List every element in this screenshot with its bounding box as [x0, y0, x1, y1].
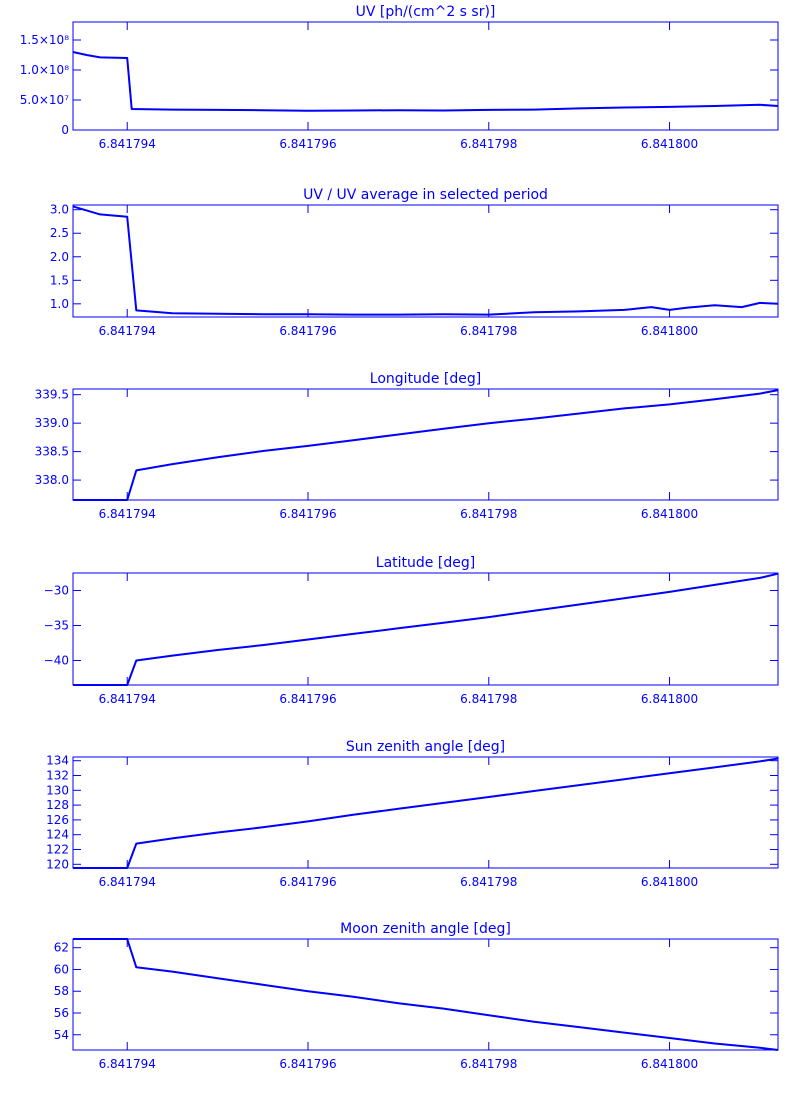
series-line	[72, 51, 779, 112]
y-tick-label: 54	[54, 1028, 69, 1042]
y-tick-label: 126	[46, 813, 69, 827]
x-tick-label: 6.841798	[460, 137, 517, 151]
y-tick-label: 62	[54, 941, 69, 955]
x-tick-label: 6.841796	[279, 507, 336, 521]
chart-title: UV [ph/(cm^2 s sr)]	[356, 4, 496, 20]
x-tick-label: 6.841794	[99, 324, 156, 338]
x-tick-label: 6.841794	[99, 137, 156, 151]
series-line	[73, 938, 779, 1051]
y-tick-label: 132	[46, 769, 69, 783]
y-tick-label: −30	[44, 584, 69, 598]
chart-panel-5: Sun zenith angle [deg] 6.841794 6.841796 6.…	[46, 739, 779, 889]
chart-panel-1: UV [ph/(cm^2 s sr)] 6.841794 6.841796 6.841…	[20, 4, 779, 151]
x-tick-label: 6.841800	[641, 137, 698, 151]
plot-frame	[72, 756, 779, 869]
chart-title: Moon zenith angle [deg]	[340, 921, 511, 937]
chart-panels: UV [ph/(cm^2 s sr)] 6.841794 6.841796 6.841…	[20, 4, 779, 1071]
chart-title: Latitude [deg]	[376, 555, 475, 571]
x-tick-label: 6.841796	[279, 137, 336, 151]
x-tick-label: 6.841794	[99, 1057, 156, 1071]
x-tick-label: 6.841794	[99, 875, 156, 889]
y-tick-label: 120	[46, 857, 69, 871]
y-tick-label: 1.0×10⁸	[20, 63, 69, 77]
plot-frame	[72, 21, 779, 131]
y-tick-label: 338.0	[35, 473, 69, 487]
x-tick-label: 6.841798	[460, 324, 517, 338]
y-tick-label: 2.5	[50, 226, 69, 240]
y-tick-label: 338.5	[35, 445, 69, 459]
x-tick-label: 6.841800	[641, 1057, 698, 1071]
x-tick-label: 6.841800	[641, 324, 698, 338]
y-tick-label: 339.5	[35, 388, 69, 402]
y-tick-label: −35	[44, 619, 69, 633]
y-tick-label: −40	[44, 654, 69, 668]
y-tick-label: 339.0	[35, 416, 69, 430]
chart-panel-3: Longitude [deg] 6.841794 6.841796 6.841798 6…	[35, 371, 779, 521]
x-tick-label: 6.841800	[641, 692, 698, 706]
plot-frame	[72, 938, 779, 1051]
chart-title: UV / UV average in selected period	[303, 187, 548, 203]
y-tick-label: 0	[61, 123, 69, 137]
chart-panel-6: Moon zenith angle [deg] 6.841794 6.841796 6…	[54, 921, 779, 1071]
x-tick-label: 6.841800	[641, 875, 698, 889]
y-tick-label: 128	[46, 798, 69, 812]
x-tick-label: 6.841798	[460, 507, 517, 521]
x-tick-label: 6.841796	[279, 1057, 336, 1071]
series-line	[73, 757, 779, 869]
y-tick-label: 134	[46, 754, 69, 768]
y-tick-label: 122	[46, 843, 69, 857]
y-tick-label: 130	[46, 783, 69, 797]
chart-title: Sun zenith angle [deg]	[346, 739, 505, 755]
y-tick-label: 124	[46, 828, 69, 842]
y-tick-label: 5.0×10⁷	[20, 93, 69, 107]
x-tick-label: 6.841794	[99, 692, 156, 706]
plot-frame	[72, 388, 779, 501]
y-tick-label: 1.5	[50, 273, 69, 287]
plot-frame	[72, 204, 779, 318]
x-tick-label: 6.841800	[641, 507, 698, 521]
chart-panel-4: Latitude [deg] 6.841794 6.841796 6.841798 6.…	[44, 555, 779, 706]
x-tick-label: 6.841798	[460, 1057, 517, 1071]
plot-frame	[72, 572, 779, 686]
y-tick-label: 56	[54, 1006, 69, 1020]
y-tick-label: 2.0	[50, 250, 69, 264]
x-tick-label: 6.841796	[279, 692, 336, 706]
series-line	[73, 572, 779, 686]
series-line	[73, 389, 779, 501]
y-tick-label: 1.5×10⁸	[20, 33, 69, 47]
x-tick-label: 6.841796	[279, 324, 336, 338]
chart-panel-2: UV / UV average in selected period 6.8417…	[50, 187, 779, 338]
x-tick-label: 6.841798	[460, 692, 517, 706]
y-tick-label: 3.0	[50, 203, 69, 217]
y-tick-label: 60	[54, 962, 69, 976]
chart-title: Longitude [deg]	[370, 371, 481, 387]
y-tick-label: 58	[54, 984, 69, 998]
x-tick-label: 6.841798	[460, 875, 517, 889]
x-tick-label: 6.841794	[99, 507, 156, 521]
series-line	[72, 205, 779, 316]
y-tick-label: 1.0	[50, 297, 69, 311]
x-tick-label: 6.841796	[279, 875, 336, 889]
